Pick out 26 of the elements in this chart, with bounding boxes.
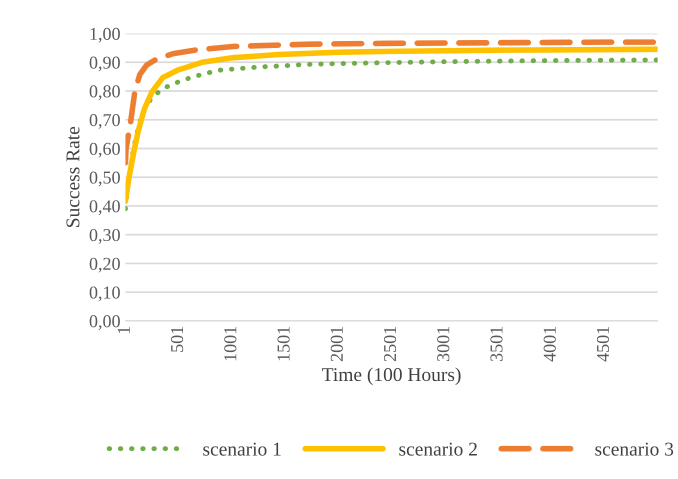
y-tick-label: 0,80 — [90, 85, 120, 100]
x-tick-label: 501 — [171, 326, 184, 352]
y-tick-label: 0,90 — [90, 56, 120, 72]
x-tick-label: 4501 — [596, 326, 610, 362]
y-axis-title: Success Rate — [66, 126, 80, 227]
x-tick-label: 1501 — [277, 326, 290, 360]
x-tick-label: 3001 — [437, 326, 450, 362]
legend-label: scenario 1 — [203, 442, 281, 456]
y-tick-label: 0,60 — [90, 142, 120, 158]
y-tick-label: 0,10 — [90, 286, 120, 302]
y-tick-label: 1,00 — [90, 28, 120, 43]
y-tick-label: 0,20 — [90, 258, 120, 272]
x-tick-label: 2001 — [330, 326, 343, 362]
legend-label: scenario 2 — [399, 442, 477, 456]
x-tick-label: 4001 — [544, 326, 556, 362]
y-tick-label: 0,70 — [90, 114, 120, 129]
y-tick-label: 0,50 — [90, 171, 120, 186]
x-tick-label: 1001 — [224, 326, 236, 360]
y-tick-label: 0,00 — [90, 315, 120, 330]
x-tick-label: 1 — [118, 326, 130, 334]
x-tick-label: 3501 — [490, 326, 503, 362]
legend-label: scenario 3 — [595, 442, 674, 456]
y-tick-label: 0,40 — [90, 200, 120, 216]
y-tick-label: 0,30 — [90, 228, 120, 244]
x-axis-title: Time (100 Hours) — [322, 367, 461, 386]
x-tick-label: 2501 — [384, 326, 396, 362]
